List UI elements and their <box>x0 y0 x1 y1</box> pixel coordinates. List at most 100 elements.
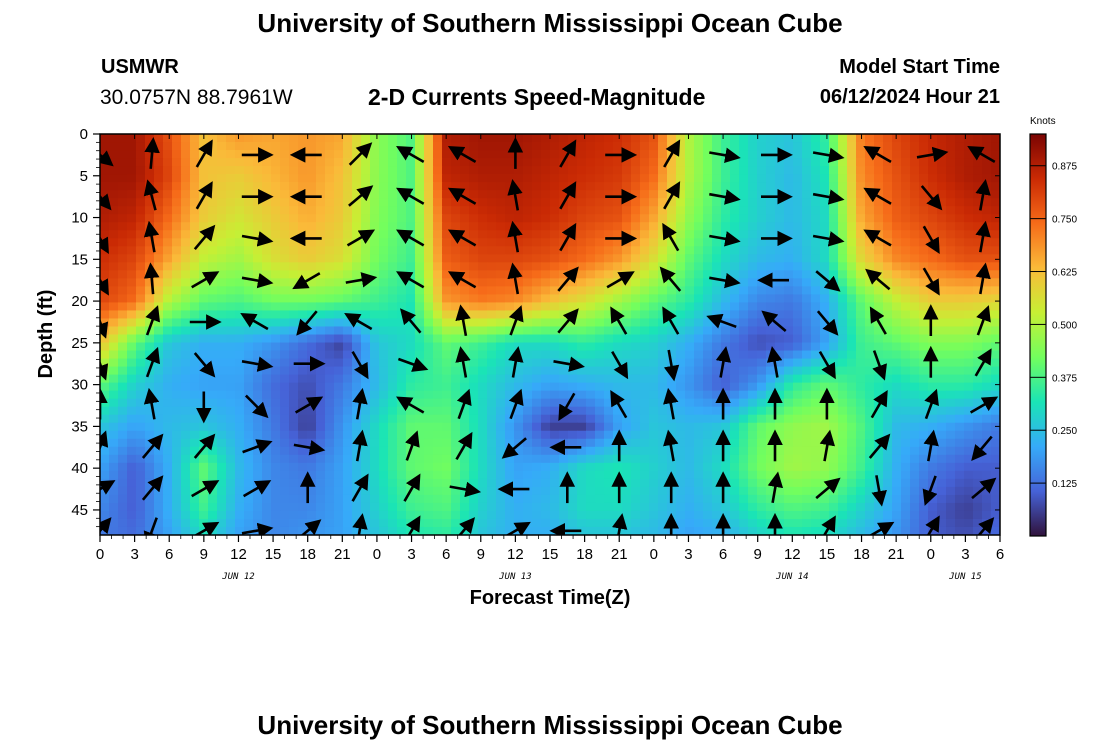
heatmap-cell <box>793 326 803 336</box>
heatmap-cell <box>676 398 686 408</box>
heatmap-cell <box>856 478 866 488</box>
heatmap-cell <box>712 326 722 336</box>
heatmap-cell <box>478 502 488 512</box>
heatmap-cell <box>487 526 497 535</box>
heatmap-cell <box>154 270 164 279</box>
heatmap-cell <box>271 510 281 520</box>
heatmap-cell <box>604 350 614 360</box>
heatmap-cell <box>325 150 335 159</box>
heatmap-cell <box>739 502 749 512</box>
heatmap-cell <box>118 510 128 520</box>
heatmap-cell <box>748 166 758 175</box>
heatmap-cell <box>118 254 128 263</box>
heatmap-cell <box>559 270 569 279</box>
heatmap-cell <box>910 142 920 151</box>
heatmap-cell <box>361 198 371 207</box>
heatmap-cell <box>469 270 479 279</box>
heatmap-cell <box>226 406 236 416</box>
heatmap-cell <box>415 206 425 215</box>
heatmap-cell <box>469 182 479 191</box>
heatmap-cell <box>973 254 983 263</box>
heatmap-cell <box>604 214 614 223</box>
heatmap-cell <box>541 470 551 480</box>
heatmap-cell <box>838 134 848 143</box>
heatmap-cell <box>343 174 353 183</box>
heatmap-cell <box>343 246 353 255</box>
heatmap-cell <box>568 414 578 424</box>
heatmap-cell <box>460 454 470 464</box>
heatmap-cell <box>370 318 380 328</box>
heatmap-cell <box>649 182 659 191</box>
heatmap-cell <box>127 446 137 456</box>
heatmap-cell <box>937 414 947 424</box>
heatmap-cell <box>298 454 308 464</box>
heatmap-cell <box>379 166 389 175</box>
heatmap-cell <box>415 398 425 408</box>
heatmap-cell <box>325 486 335 496</box>
heatmap-cell <box>703 246 713 255</box>
heatmap-cell <box>370 262 380 271</box>
heatmap-cell <box>163 318 173 328</box>
heatmap-cell <box>118 342 128 352</box>
heatmap-cell <box>217 174 227 183</box>
heatmap-cell <box>532 382 542 392</box>
heatmap-cell <box>523 246 533 255</box>
heatmap-cell <box>937 238 947 247</box>
heatmap-cell <box>973 286 983 295</box>
heatmap-cell <box>433 406 443 416</box>
heatmap-cell <box>793 494 803 504</box>
heatmap-cell <box>901 134 911 143</box>
heatmap-cell <box>505 134 515 143</box>
heatmap-cell <box>154 286 164 295</box>
heatmap-cell <box>739 262 749 271</box>
heatmap-cell <box>370 158 380 167</box>
heatmap-cell <box>865 390 875 400</box>
heatmap-cell <box>163 398 173 408</box>
heatmap-cell <box>478 510 488 520</box>
heatmap-cell <box>694 518 704 528</box>
heatmap-cell <box>937 350 947 360</box>
heatmap-cell <box>208 286 218 295</box>
heatmap-cell <box>550 174 560 183</box>
heatmap-cell <box>343 398 353 408</box>
heatmap-cell <box>919 334 929 344</box>
heatmap-cell <box>469 438 479 448</box>
heatmap-cell <box>802 142 812 151</box>
heatmap-cell <box>748 254 758 263</box>
heatmap-cell <box>550 374 560 384</box>
heatmap-cell <box>109 158 119 167</box>
heatmap-cell <box>892 294 902 304</box>
heatmap-cell <box>109 254 119 263</box>
heatmap-cell <box>280 414 290 424</box>
heatmap-cell <box>910 286 920 295</box>
heatmap-cell <box>352 446 362 456</box>
heatmap-cell <box>847 382 857 392</box>
heatmap-cell <box>217 134 227 143</box>
heatmap-cell <box>685 518 695 528</box>
heatmap-cell <box>244 422 254 432</box>
heatmap-cell <box>847 390 857 400</box>
heatmap-cell <box>703 438 713 448</box>
heatmap-cell <box>469 478 479 488</box>
heatmap-cell <box>955 454 965 464</box>
heatmap-cell <box>748 278 758 287</box>
heatmap-cell <box>676 502 686 512</box>
heatmap-cell <box>352 230 362 239</box>
heatmap-cell <box>784 422 794 432</box>
heatmap-cell <box>253 390 263 400</box>
heatmap-cell <box>460 406 470 416</box>
heatmap-cell <box>442 142 452 151</box>
heatmap-cell <box>856 150 866 159</box>
heatmap-cell <box>487 358 497 368</box>
heatmap-cell <box>604 198 614 207</box>
heatmap-cell <box>334 142 344 151</box>
heatmap-cell <box>784 262 794 271</box>
heatmap-cell <box>838 190 848 199</box>
heatmap-cell <box>811 214 821 223</box>
heatmap-cell <box>865 350 875 360</box>
heatmap-cell <box>703 142 713 151</box>
heatmap-cell <box>928 502 938 512</box>
heatmap-cell <box>424 374 434 384</box>
heatmap-cell <box>802 134 812 143</box>
heatmap-cell <box>226 470 236 480</box>
